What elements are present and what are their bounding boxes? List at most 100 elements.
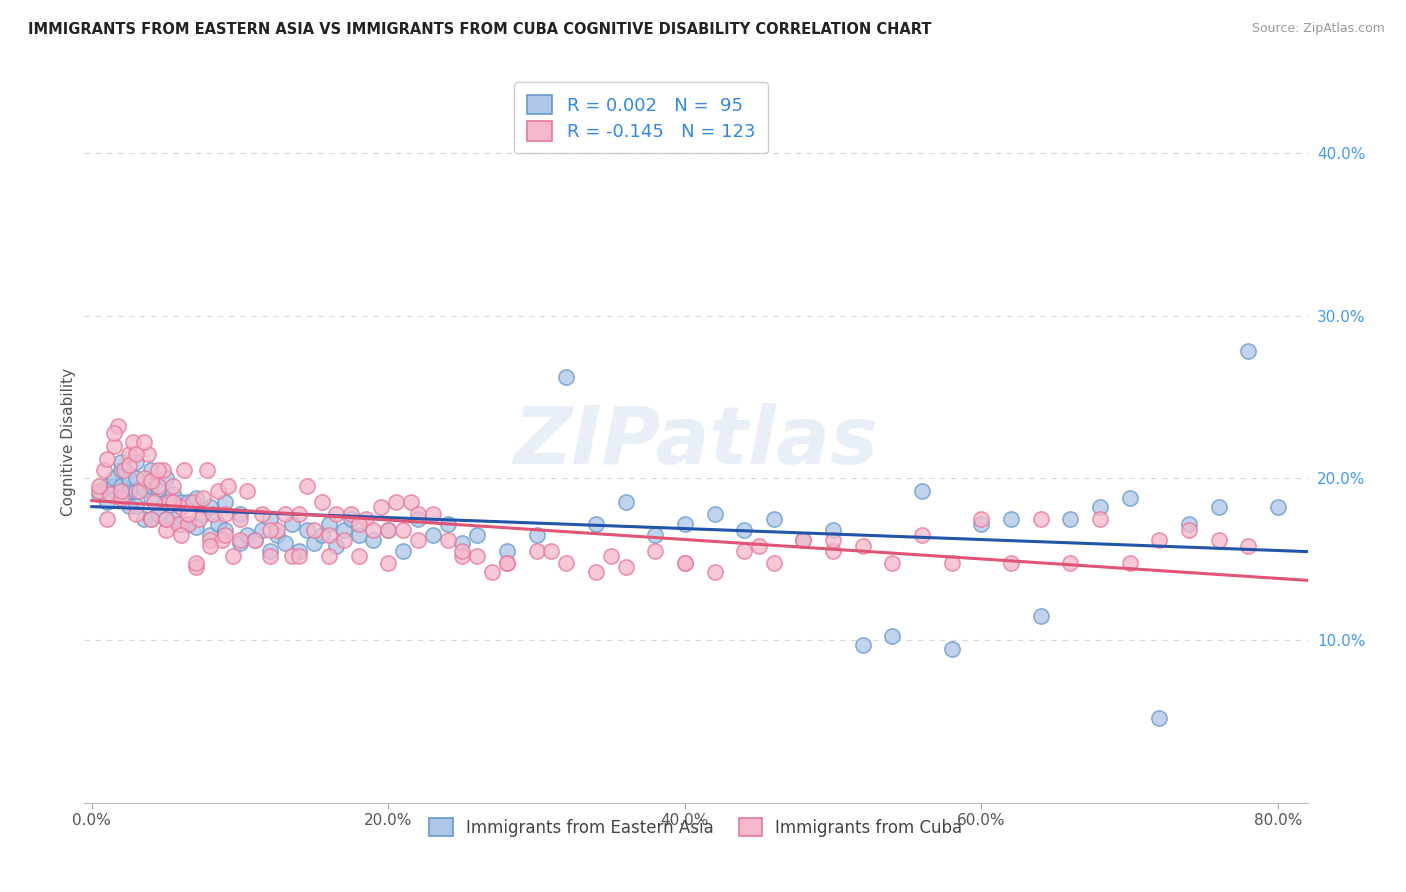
Point: [384, 495, 406, 509]
Point: [436, 516, 458, 531]
Point: [139, 511, 162, 525]
Point: [762, 556, 785, 570]
Point: [181, 495, 204, 509]
Point: [211, 533, 233, 547]
Point: [118, 458, 141, 472]
Point: [526, 528, 548, 542]
Point: [377, 556, 399, 570]
Point: [363, 533, 385, 547]
Point: [148, 507, 170, 521]
Point: [792, 533, 814, 547]
Point: [370, 500, 392, 515]
Point: [229, 533, 252, 547]
Point: [191, 491, 214, 505]
Point: [1059, 511, 1081, 525]
Point: [733, 544, 755, 558]
Point: [614, 560, 637, 574]
Point: [191, 507, 214, 521]
Point: [110, 455, 132, 469]
Point: [200, 533, 222, 547]
Point: [1149, 711, 1171, 725]
Point: [259, 544, 281, 558]
Text: IMMIGRANTS FROM EASTERN ASIA VS IMMIGRANTS FROM CUBA COGNITIVE DISABILITY CORREL: IMMIGRANTS FROM EASTERN ASIA VS IMMIGRAN…: [28, 22, 932, 37]
Point: [214, 507, 236, 521]
Point: [941, 556, 963, 570]
Point: [252, 507, 274, 521]
Point: [155, 511, 177, 525]
Point: [363, 523, 385, 537]
Point: [703, 566, 725, 580]
Point: [118, 471, 141, 485]
Point: [347, 516, 370, 531]
Point: [243, 533, 266, 547]
Point: [340, 511, 363, 525]
Y-axis label: Cognitive Disability: Cognitive Disability: [60, 368, 76, 516]
Point: [266, 528, 288, 542]
Point: [125, 499, 148, 513]
Point: [911, 484, 934, 499]
Point: [177, 495, 200, 509]
Point: [1118, 491, 1140, 505]
Point: [422, 528, 444, 542]
Point: [200, 539, 222, 553]
Point: [89, 484, 111, 499]
Point: [465, 528, 488, 542]
Point: [110, 491, 132, 505]
Point: [273, 507, 295, 521]
Point: [481, 566, 503, 580]
Point: [852, 638, 875, 652]
Point: [288, 549, 311, 563]
Point: [139, 511, 162, 525]
Point: [148, 483, 170, 497]
Point: [259, 549, 281, 563]
Point: [281, 516, 304, 531]
Point: [614, 495, 637, 509]
Point: [1178, 523, 1201, 537]
Point: [170, 528, 193, 542]
Point: [288, 544, 311, 558]
Point: [177, 516, 200, 531]
Point: [1178, 516, 1201, 531]
Point: [526, 544, 548, 558]
Point: [852, 539, 875, 553]
Point: [155, 523, 177, 537]
Point: [823, 523, 845, 537]
Point: [882, 629, 904, 643]
Point: [236, 528, 259, 542]
Point: [110, 484, 132, 499]
Point: [406, 511, 429, 525]
Point: [1088, 500, 1111, 515]
Point: [177, 507, 200, 521]
Point: [229, 511, 252, 525]
Point: [911, 528, 934, 542]
Point: [266, 523, 288, 537]
Point: [311, 495, 333, 509]
Point: [318, 516, 340, 531]
Point: [325, 539, 347, 553]
Point: [128, 484, 150, 499]
Point: [673, 516, 696, 531]
Point: [96, 511, 118, 525]
Point: [214, 523, 236, 537]
Point: [162, 479, 184, 493]
Point: [93, 463, 115, 477]
Point: [110, 479, 132, 493]
Point: [139, 463, 162, 477]
Point: [96, 495, 118, 509]
Point: [392, 523, 415, 537]
Point: [157, 495, 180, 509]
Point: [295, 523, 318, 537]
Point: [118, 499, 141, 513]
Point: [125, 484, 148, 499]
Point: [236, 484, 259, 499]
Point: [118, 447, 141, 461]
Point: [229, 536, 252, 550]
Point: [333, 523, 356, 537]
Point: [103, 439, 125, 453]
Point: [302, 536, 325, 550]
Point: [162, 511, 184, 525]
Point: [139, 479, 162, 493]
Point: [217, 479, 239, 493]
Point: [125, 447, 148, 461]
Point: [1029, 609, 1052, 624]
